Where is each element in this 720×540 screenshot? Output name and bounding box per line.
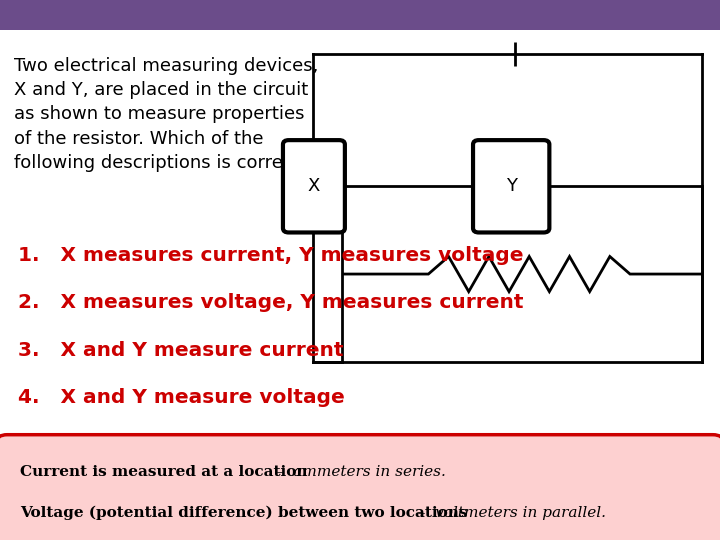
Text: Current is measured at a location: Current is measured at a location — [20, 465, 307, 480]
Text: Voltage (potential difference) between two locations: Voltage (potential difference) between t… — [20, 506, 468, 521]
FancyBboxPatch shape — [283, 140, 345, 232]
Text: 2.   X measures voltage, Y measures current: 2. X measures voltage, Y measures curren… — [18, 293, 523, 312]
Text: 3.   X and Y measure current: 3. X and Y measure current — [18, 341, 343, 360]
Text: –  ammeters in series.: – ammeters in series. — [271, 465, 446, 480]
Text: Two electrical measuring devices,
X and Y, are placed in the circuit
as shown to: Two electrical measuring devices, X and … — [14, 57, 319, 172]
Text: Y: Y — [505, 177, 517, 195]
FancyBboxPatch shape — [0, 0, 720, 30]
Text: 1.   X measures current, Y measures voltage: 1. X measures current, Y measures voltag… — [18, 246, 523, 265]
FancyBboxPatch shape — [0, 435, 720, 540]
Text: 4.   X and Y measure voltage: 4. X and Y measure voltage — [18, 388, 345, 407]
Text: –  voltmeters in parallel.: – voltmeters in parallel. — [413, 506, 606, 520]
FancyBboxPatch shape — [473, 140, 549, 232]
Text: X: X — [307, 177, 320, 195]
